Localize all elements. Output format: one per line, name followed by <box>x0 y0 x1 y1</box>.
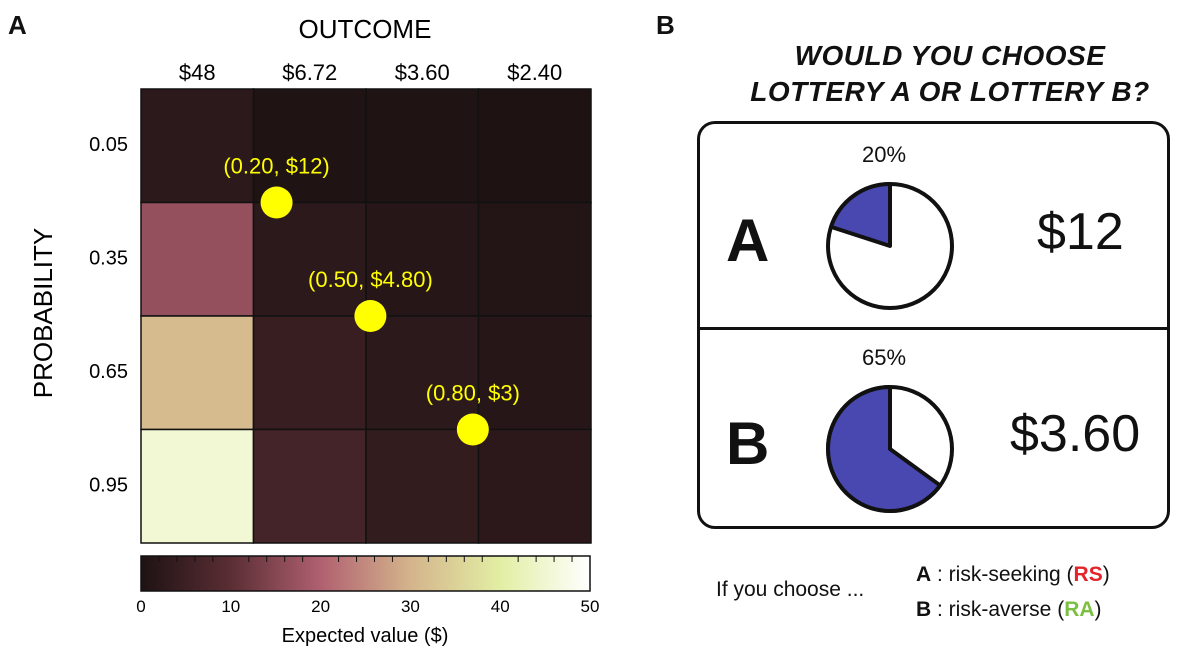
heatmap-cell-r2-c3 <box>477 315 592 431</box>
question-line-2: LOTTERY A OR LOTTERY B? <box>750 76 1150 107</box>
y-tick-label: 0.95 <box>89 475 128 497</box>
colorbar-label: Expected value ($) <box>282 625 449 647</box>
point-marker-0 <box>260 186 293 219</box>
risk-seeking-code: RS <box>1073 563 1103 586</box>
choice-a-letter: A <box>916 563 932 586</box>
choice-b-line: B : risk-averse (RA) <box>916 598 1102 622</box>
point-label-0: (0.20, $12) <box>223 154 329 179</box>
colorbar-tick-label: 20 <box>311 597 330 616</box>
point-label-2: (0.80, $3) <box>426 381 520 406</box>
lottery-a-letter: A <box>726 207 770 274</box>
heatmap-cell-r2-c2 <box>365 315 480 431</box>
heatmap-cell-r2-c0 <box>140 315 255 431</box>
x-tick-label: $3.60 <box>395 60 450 85</box>
point-marker-2 <box>456 413 489 446</box>
panel-label-a: A <box>8 10 27 40</box>
lottery-a-pie-slice <box>829 182 892 248</box>
colorbar <box>140 555 591 592</box>
heatmap-cell-r1-c0 <box>140 201 255 317</box>
heatmap-cell-r3-c2 <box>365 428 480 544</box>
panel-label-b: B <box>656 10 675 40</box>
heatmap-cell-r0-c2 <box>365 88 480 204</box>
colorbar-tick-label: 10 <box>221 597 240 616</box>
choice-prefix: If you choose ... <box>716 578 865 601</box>
point-label-1: (0.50, $4.80) <box>308 267 433 292</box>
lottery-b-amount: $3.60 <box>1010 405 1141 463</box>
choice-a-line: A : risk-seeking (RS) <box>916 563 1110 587</box>
lottery-a-pie <box>826 182 954 310</box>
question-line-1: WOULD YOU CHOOSE <box>794 40 1106 71</box>
y-tick-label: 0.35 <box>89 248 128 270</box>
x-tick-label: $48 <box>179 60 216 85</box>
colorbar-tick-label: 30 <box>401 597 420 616</box>
heatmap-cell-r1-c1 <box>252 201 367 317</box>
heatmap-cell-r2-c1 <box>252 315 367 431</box>
colorbar-tick-label: 0 <box>136 597 145 616</box>
choice-b-close: ) <box>1094 598 1102 621</box>
risk-averse-code: RA <box>1064 598 1095 621</box>
heatmap-chart: OUTCOME PROBABILITY $48 $6.72 $3.60 $2.40 0… <box>28 14 600 647</box>
lottery-a-amount: $12 <box>1037 203 1124 261</box>
y-tick-label: 0.05 <box>89 134 128 156</box>
heatmap-cell-r1-c3 <box>477 201 592 317</box>
lottery-b-letter: B <box>726 410 770 477</box>
heatmap-cell-r3-c3 <box>477 428 592 544</box>
choice-b-letter: B <box>916 598 932 621</box>
lottery-divider <box>700 327 1167 330</box>
heatmap-cell-r0-c3 <box>477 88 592 204</box>
point-marker-1 <box>354 300 387 332</box>
x-axis-title: OUTCOME <box>299 14 432 44</box>
colorbar-tick-label: 50 <box>581 597 600 616</box>
lottery-b-probability: 65% <box>862 345 907 370</box>
x-tick-label: $2.40 <box>507 60 562 85</box>
y-tick-label: 0.65 <box>89 361 128 383</box>
lottery-b-pie-slice <box>826 385 943 513</box>
lottery-a-probability: 20% <box>862 142 907 167</box>
lottery-b-pie <box>826 385 954 513</box>
y-axis-title: PROBABILITY <box>28 228 58 399</box>
heatmap-cell-r1-c2 <box>365 201 480 317</box>
lottery-box: A 20% $12 B 65% $3.60 <box>697 121 1170 529</box>
question-title: WOULD YOU CHOOSE LOTTERY A OR LOTTERY B? <box>700 38 1200 110</box>
heatmap-cell-r0-c0 <box>140 88 255 204</box>
choice-b-text: : risk-averse ( <box>931 598 1065 621</box>
choice-a-close: ) <box>1102 563 1110 586</box>
choice-a-text: : risk-seeking ( <box>931 563 1074 586</box>
colorbar-tick-label: 40 <box>491 597 510 616</box>
x-tick-label: $6.72 <box>282 60 337 85</box>
heatmap-cell-r3-c1 <box>252 428 367 544</box>
heatmap-cell-r0-c1 <box>252 88 367 204</box>
heatmap-cell-r3-c0 <box>140 428 255 544</box>
